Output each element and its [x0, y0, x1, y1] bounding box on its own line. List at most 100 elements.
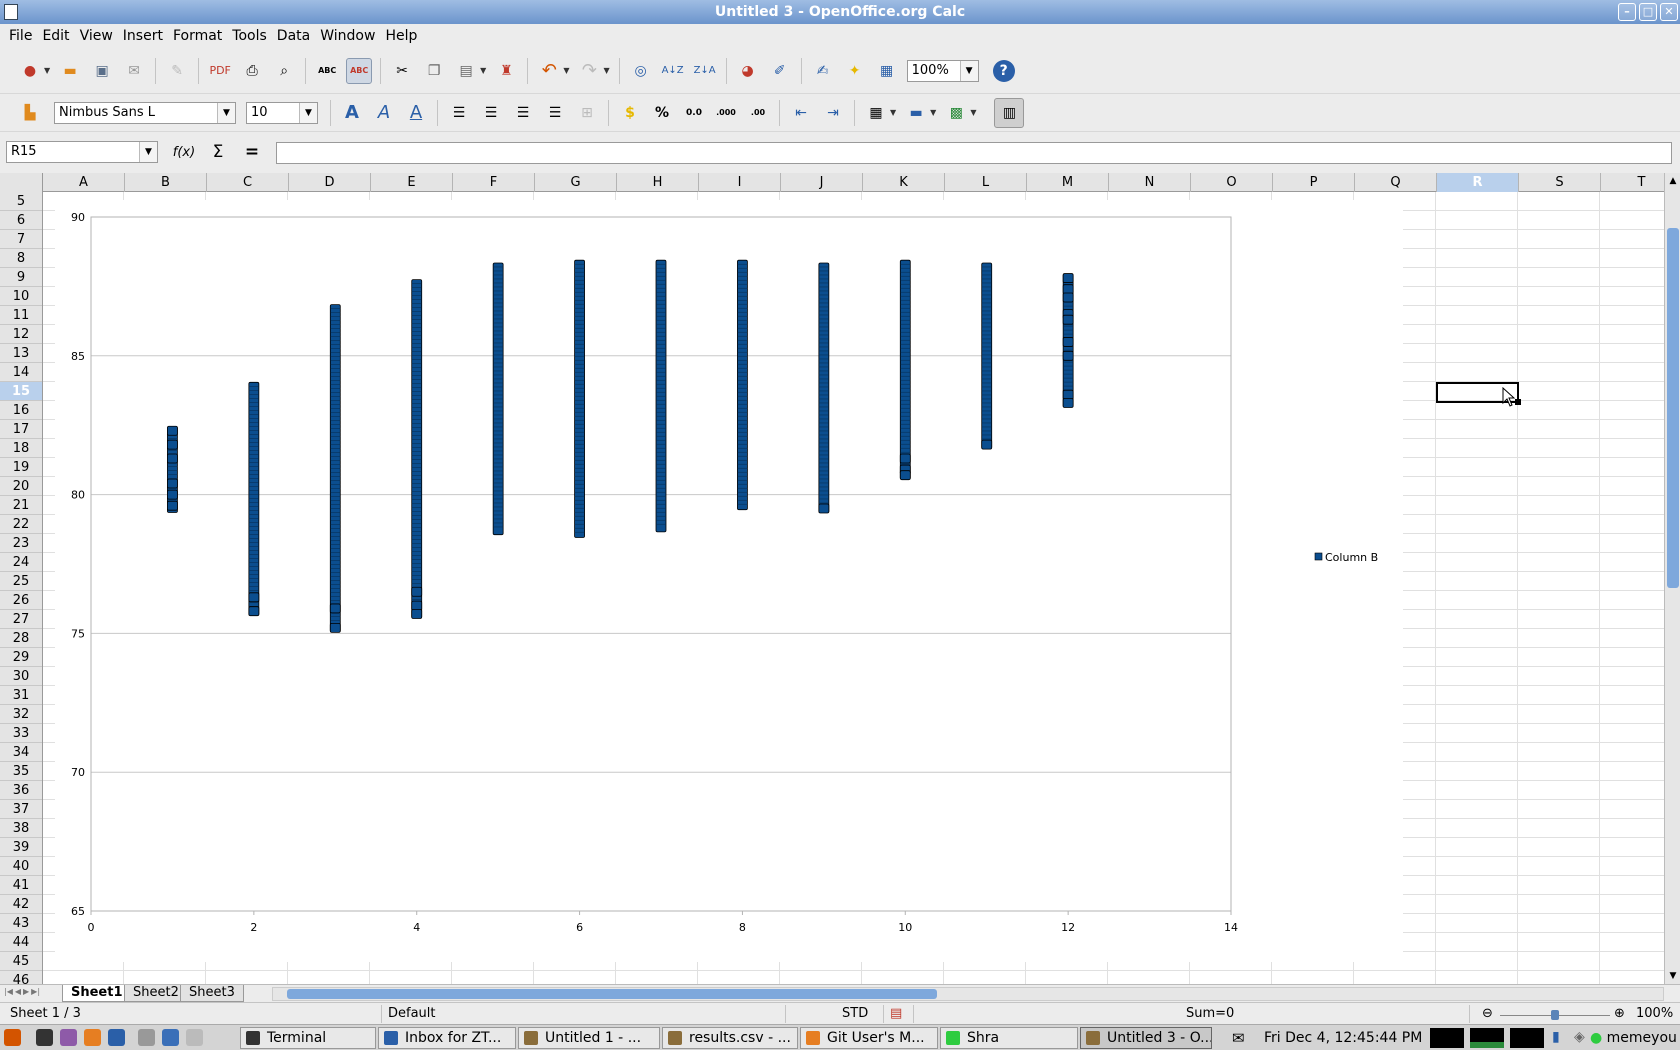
zoom-out-icon[interactable]: ⊖ — [1482, 1006, 1493, 1021]
cell-grid[interactable]: 65 70 75 80 85 90 0 2 4 6 8 10 12 14 Column B — [43, 192, 1664, 984]
column-header-h[interactable]: H — [617, 173, 699, 192]
justify-icon[interactable]: ☰ — [548, 104, 562, 121]
clone-formatting-icon[interactable]: ♜ — [500, 62, 513, 79]
row-header-26[interactable]: 26 — [0, 591, 42, 610]
row-header-11[interactable]: 11 — [0, 306, 42, 325]
row-header-36[interactable]: 36 — [0, 781, 42, 800]
row-header-42[interactable]: 42 — [0, 895, 42, 914]
sheet-tab-sheet1[interactable]: Sheet1 — [62, 985, 132, 1002]
sum-display[interactable]: Sum=0 — [1180, 1005, 1470, 1023]
emacs-launcher-icon[interactable] — [60, 1029, 77, 1046]
row-header-24[interactable]: 24 — [0, 553, 42, 572]
delete-decimal-icon[interactable]: .00 — [750, 108, 766, 117]
row-header-13[interactable]: 13 — [0, 344, 42, 363]
chevron-down-icon[interactable]: ▼ — [139, 142, 157, 162]
menu-window[interactable]: Window — [320, 28, 376, 44]
thunderbird-launcher-icon[interactable] — [108, 1029, 125, 1046]
row-header-6[interactable]: 6 — [0, 211, 42, 230]
ubuntu-menu-icon[interactable] — [4, 1029, 21, 1046]
terminal-launcher-icon[interactable] — [36, 1029, 53, 1046]
column-header-q[interactable]: Q — [1355, 173, 1437, 192]
merge-cells-icon[interactable]: ⊞ — [581, 104, 593, 121]
redo-icon[interactable]: ↷ — [581, 60, 598, 81]
copy-icon[interactable]: ❐ — [427, 62, 441, 79]
horizontal-scroll-thumb[interactable] — [287, 989, 937, 999]
horizontal-scrollbar[interactable] — [272, 987, 1664, 1001]
align-right-icon[interactable]: ☰ — [516, 104, 530, 121]
chevron-down-icon[interactable]: ▼ — [959, 60, 978, 81]
scatter-chart[interactable]: 65 70 75 80 85 90 0 2 4 6 8 10 12 14 Column B — [55, 200, 1403, 962]
italic-icon[interactable]: A — [377, 102, 391, 123]
desktop-launcher-icon[interactable] — [162, 1029, 179, 1046]
cut-icon[interactable]: ✂ — [396, 62, 409, 79]
hyperlink-icon[interactable]: ◎ — [634, 62, 647, 79]
row-header-15[interactable]: 15 — [0, 382, 42, 401]
menu-insert[interactable]: Insert — [122, 28, 163, 44]
decrease-indent-icon[interactable]: ⇤ — [795, 104, 807, 121]
font-size-combo[interactable]: 10 ▼ — [246, 101, 318, 124]
row-header-44[interactable]: 44 — [0, 933, 42, 952]
column-header-j[interactable]: J — [781, 173, 863, 192]
files-launcher-icon[interactable] — [138, 1029, 155, 1046]
row-header-16[interactable]: 16 — [0, 401, 42, 420]
row-header-33[interactable]: 33 — [0, 724, 42, 743]
navigator-icon[interactable]: ✦ — [848, 62, 861, 79]
export-pdf-icon[interactable]: PDF — [209, 64, 231, 77]
row-header-37[interactable]: 37 — [0, 800, 42, 819]
taskbar-item[interactable]: Untitled 1 - ... — [518, 1027, 660, 1049]
column-header-r[interactable]: R — [1437, 173, 1519, 192]
menu-help[interactable]: Help — [385, 28, 418, 44]
chart-icon[interactable]: ◕ — [741, 62, 754, 79]
row-header-23[interactable]: 23 — [0, 534, 42, 553]
autospellcheck-icon[interactable]: ABC — [346, 57, 373, 84]
row-header-45[interactable]: 45 — [0, 952, 42, 971]
row-header-14[interactable]: 14 — [0, 363, 42, 382]
sheet-tab-sheet3[interactable]: Sheet3 — [180, 985, 244, 1002]
menu-data[interactable]: Data — [276, 28, 311, 44]
row-header-20[interactable]: 20 — [0, 477, 42, 496]
column-header-g[interactable]: G — [535, 173, 617, 192]
sort-descending-icon[interactable]: Z↓A — [693, 65, 716, 76]
row-header-31[interactable]: 31 — [0, 686, 42, 705]
menu-tools[interactable]: Tools — [232, 28, 267, 44]
undo-icon[interactable]: ↶ — [541, 60, 557, 81]
font-color-icon[interactable]: ▩ — [949, 104, 963, 121]
row-header-39[interactable]: 39 — [0, 838, 42, 857]
column-header-a[interactable]: A — [43, 173, 125, 192]
currency-icon[interactable]: $ — [625, 104, 635, 121]
new-document-icon[interactable]: ● — [23, 62, 37, 79]
selection-mode[interactable]: STD — [836, 1005, 884, 1023]
close-button[interactable]: ✕ — [1660, 3, 1678, 21]
menu-format[interactable]: Format — [172, 28, 223, 44]
background-color-icon[interactable]: ▬ — [909, 104, 923, 121]
chevron-down-icon[interactable]: ▼ — [217, 102, 235, 123]
taskbar-item[interactable]: Untitled 3 - O... — [1080, 1027, 1212, 1049]
row-header-8[interactable]: 8 — [0, 249, 42, 268]
function-wizard-icon[interactable]: f(x) — [172, 144, 196, 160]
taskbar-item[interactable]: Inbox for ZT... — [378, 1027, 516, 1049]
find-replace-icon[interactable]: ✍ — [816, 62, 829, 79]
row-header-19[interactable]: 19 — [0, 458, 42, 477]
column-header-p[interactable]: P — [1273, 173, 1355, 192]
select-all-corner[interactable] — [0, 173, 43, 192]
taskbar-item[interactable]: Shra — [940, 1027, 1078, 1049]
row-header-38[interactable]: 38 — [0, 819, 42, 838]
row-header-21[interactable]: 21 — [0, 496, 42, 515]
column-header-d[interactable]: D — [289, 173, 371, 192]
spellcheck-icon[interactable]: ABC — [318, 66, 337, 75]
edit-file-icon[interactable]: ✎ — [171, 62, 184, 79]
clock[interactable]: Fri Dec 4, 12:45:44 PM — [1264, 1030, 1423, 1046]
row-header-12[interactable]: 12 — [0, 325, 42, 344]
toggle-grid-icon[interactable]: ▥ — [994, 97, 1025, 128]
column-header-k[interactable]: K — [863, 173, 945, 192]
paste-icon[interactable]: ▤ — [459, 62, 473, 79]
last-sheet-icon[interactable]: ▶| — [31, 987, 41, 996]
taskbar-item[interactable]: results.csv - ... — [662, 1027, 798, 1049]
zoom-combo[interactable]: 100% ▼ — [906, 59, 979, 82]
mail-indicator-icon[interactable]: ✉ — [1232, 1029, 1245, 1047]
column-header-n[interactable]: N — [1109, 173, 1191, 192]
app-icon[interactable] — [4, 4, 18, 20]
menu-file[interactable]: File — [9, 28, 33, 44]
scroll-up-icon[interactable]: ▲ — [1669, 176, 1677, 186]
gallery-icon[interactable]: ▦ — [880, 62, 894, 79]
